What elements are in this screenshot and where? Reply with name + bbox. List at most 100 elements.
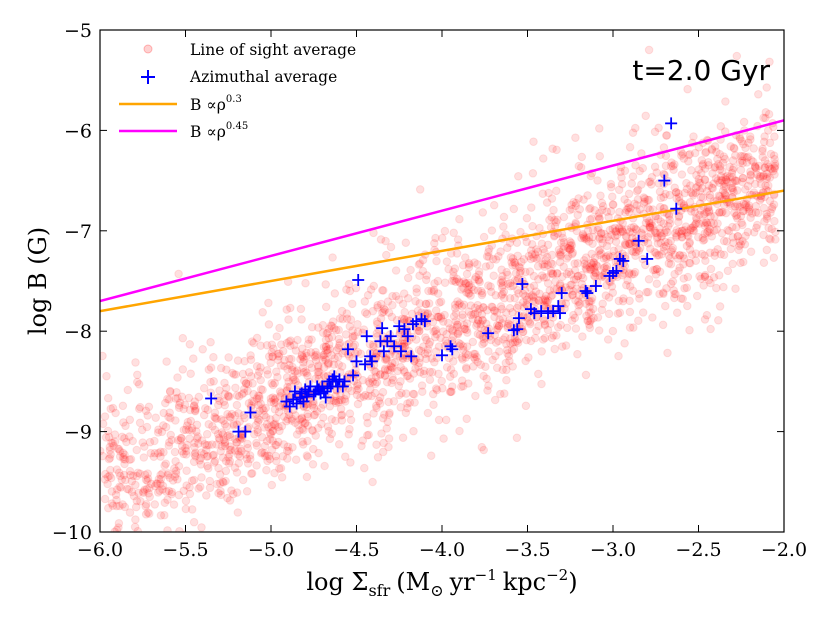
los-point (713, 219, 722, 228)
x-axis-title-sun: ⊙ (430, 581, 443, 600)
los-point (665, 215, 675, 225)
los-point (309, 403, 319, 413)
los-point (672, 231, 681, 240)
los-point (718, 158, 728, 167)
los-point (503, 349, 512, 358)
los-point (240, 413, 249, 423)
los-point (399, 289, 409, 298)
los-point (258, 404, 267, 413)
los-point (768, 166, 778, 176)
los-point (631, 224, 641, 234)
azimuthal-point (444, 340, 457, 353)
los-point (155, 486, 164, 496)
los-point (200, 440, 209, 449)
los-point (456, 278, 465, 288)
los-point (274, 422, 283, 432)
los-point (700, 315, 710, 324)
los-point (492, 321, 502, 330)
los-point (640, 197, 649, 207)
los-point (303, 421, 313, 430)
los-point (677, 226, 687, 236)
los-point (360, 463, 369, 473)
los-point (387, 362, 396, 372)
los-point (512, 433, 522, 443)
los-point (469, 362, 478, 371)
los-point (163, 469, 173, 478)
azimuthal-point (552, 300, 565, 313)
los-point (201, 404, 210, 413)
los-point (589, 313, 599, 323)
los-point (458, 310, 467, 320)
los-point (165, 408, 174, 418)
los-point (114, 519, 124, 528)
los-point (118, 500, 127, 509)
los-point (704, 206, 714, 215)
los-point (652, 251, 662, 260)
los-point (695, 186, 705, 196)
los-point (599, 264, 609, 273)
los-point (598, 205, 607, 215)
los-point (252, 362, 262, 371)
power-law-lines (100, 119, 784, 313)
los-point (592, 260, 601, 270)
los-point (541, 296, 551, 306)
los-point (502, 365, 511, 375)
los-point (473, 300, 483, 310)
los-point (509, 204, 519, 214)
los-point (691, 219, 701, 228)
los-point (203, 405, 212, 415)
los-point (645, 222, 655, 232)
los-point (638, 308, 648, 317)
los-point (770, 159, 780, 168)
azimuthal-point (384, 330, 397, 343)
legend-label-azimuthal: Azimuthal average (189, 68, 337, 86)
los-point (745, 132, 755, 141)
los-point (719, 152, 729, 161)
los-point (378, 447, 388, 457)
azimuthal-point (290, 397, 303, 410)
los-point (325, 402, 335, 411)
los-point (156, 447, 165, 457)
los-point (538, 296, 548, 305)
los-point (310, 352, 320, 362)
los-point (739, 206, 748, 216)
los-point (125, 508, 135, 517)
los-point (415, 326, 424, 336)
los-point (346, 315, 356, 324)
los-point (685, 245, 695, 254)
los-point (321, 342, 331, 352)
los-point (299, 355, 309, 364)
los-point (182, 446, 191, 456)
los-point (749, 228, 759, 237)
los-point (345, 424, 354, 434)
los-point (442, 257, 452, 266)
los-point (321, 335, 331, 345)
los-point (205, 483, 215, 493)
los-point (288, 443, 297, 452)
los-point (220, 389, 230, 399)
los-point (415, 353, 425, 363)
los-point (473, 357, 483, 367)
los-point (510, 334, 520, 343)
los-point (160, 461, 169, 470)
los-point (681, 222, 691, 231)
los-point (189, 402, 199, 411)
los-point (368, 377, 378, 387)
los-point (199, 449, 209, 459)
los-point (331, 416, 340, 426)
los-point (768, 202, 777, 212)
los-point (246, 355, 256, 365)
x-tick-label: −2.5 (675, 539, 721, 561)
y-tick-label: −9 (64, 422, 92, 444)
los-point (666, 279, 676, 289)
los-point (524, 353, 533, 362)
los-point (586, 317, 595, 326)
los-point (120, 450, 129, 460)
los-point (447, 325, 457, 334)
los-point (332, 346, 341, 355)
los-point (478, 288, 487, 298)
los-point (420, 349, 430, 359)
los-point (585, 215, 595, 224)
los-point (430, 239, 439, 248)
los-point (264, 422, 273, 432)
